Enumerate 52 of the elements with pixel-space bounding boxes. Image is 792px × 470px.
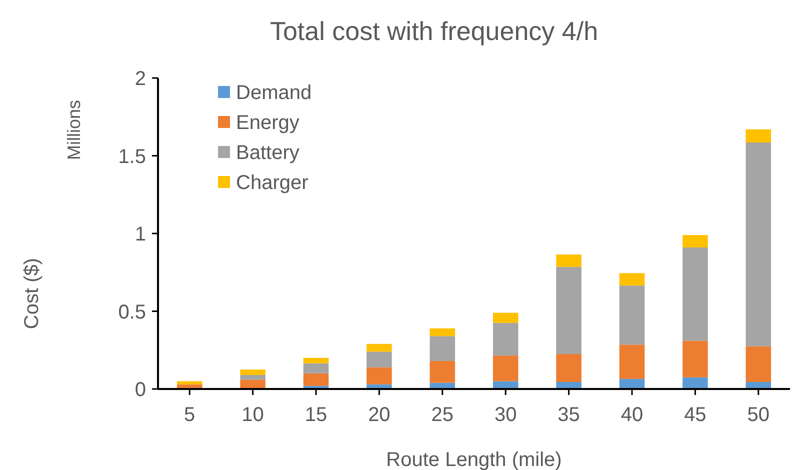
bar <box>492 322 518 356</box>
bar <box>619 286 645 345</box>
y-tick-label: 1.5 <box>118 146 146 168</box>
bar <box>240 370 266 376</box>
bar <box>240 380 266 389</box>
legend-label: Battery <box>236 142 300 164</box>
bar <box>240 375 266 380</box>
bar <box>746 142 772 346</box>
bar <box>430 336 456 362</box>
text: Millions <box>64 100 84 160</box>
x-tick-label: 50 <box>747 404 770 426</box>
bar <box>682 340 708 378</box>
bar <box>430 328 456 336</box>
bar <box>366 367 392 384</box>
bar <box>556 266 582 354</box>
legend-label: Charger <box>236 172 309 194</box>
bar <box>492 356 518 382</box>
y-tick-label: 0 <box>134 379 146 401</box>
x-tick-label: 35 <box>558 404 580 426</box>
x-tick-label: 45 <box>684 404 706 426</box>
bar <box>619 273 645 286</box>
y-axis-title: Cost ($) <box>21 258 43 330</box>
x-axis-title: Route Length (mile) <box>386 449 562 470</box>
y-tick-label: 0.5 <box>118 301 146 324</box>
bar <box>619 344 645 379</box>
bar <box>303 363 329 374</box>
bar <box>746 129 772 143</box>
bar <box>682 235 708 248</box>
x-tick-label: 25 <box>431 404 454 426</box>
bar <box>303 358 329 364</box>
x-tick-label: 30 <box>494 404 517 426</box>
x-tick-label: 15 <box>304 404 328 426</box>
bar <box>303 373 329 386</box>
chart-title: Total cost with frequency 4/h <box>270 16 598 46</box>
bar <box>556 354 582 382</box>
x-tick-label: 5 <box>184 404 196 426</box>
y-tick-label: 2 <box>134 68 146 90</box>
bar <box>746 346 772 382</box>
bar <box>682 247 708 341</box>
bar <box>492 312 518 323</box>
bar <box>682 377 708 389</box>
bar <box>366 352 392 368</box>
x-tick-label: 40 <box>620 404 644 426</box>
legend-label: Demand <box>236 82 312 104</box>
x-tick-label: 20 <box>368 404 390 426</box>
bar <box>176 381 202 384</box>
y-tick-label: 1 <box>134 224 146 246</box>
x-tick-label: 10 <box>242 404 264 426</box>
bar <box>556 254 582 267</box>
bar <box>430 361 456 383</box>
legend-label: Energy <box>236 112 300 134</box>
bar <box>366 344 392 352</box>
